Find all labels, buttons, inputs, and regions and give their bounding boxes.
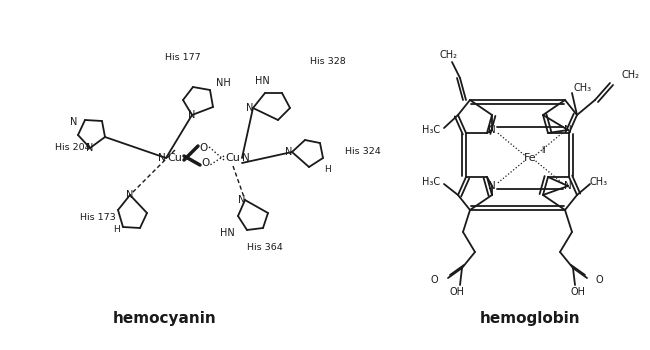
Text: HN: HN	[255, 76, 269, 86]
Text: HN: HN	[220, 228, 235, 238]
Text: CH₂: CH₂	[622, 70, 640, 80]
Text: OH: OH	[450, 287, 465, 297]
Text: N: N	[285, 147, 292, 157]
Text: N: N	[126, 190, 134, 200]
Text: O: O	[201, 158, 209, 168]
Text: H: H	[112, 225, 120, 234]
Text: CH₃: CH₃	[573, 83, 591, 93]
Text: CH₃: CH₃	[590, 177, 608, 187]
Text: hemoglobin: hemoglobin	[480, 310, 580, 326]
Text: OH: OH	[571, 287, 586, 297]
Text: N: N	[488, 125, 496, 135]
Text: N: N	[564, 181, 572, 191]
Text: NH: NH	[216, 78, 231, 88]
Text: His 173: His 173	[80, 214, 116, 223]
Text: N: N	[564, 125, 572, 135]
Text: His 364: His 364	[247, 244, 283, 252]
Text: N: N	[158, 153, 166, 163]
Text: His 328: His 328	[310, 57, 346, 66]
Text: N: N	[242, 153, 250, 163]
Text: O: O	[430, 275, 438, 285]
Text: N: N	[238, 195, 245, 205]
Text: N: N	[246, 103, 253, 113]
Text: N: N	[188, 110, 196, 120]
Text: O: O	[199, 143, 207, 153]
Text: N: N	[86, 143, 94, 153]
Text: CH₂: CH₂	[439, 50, 457, 60]
Text: Cu: Cu	[226, 153, 240, 163]
Text: H: H	[324, 166, 331, 175]
Text: Fe: Fe	[524, 153, 536, 163]
Text: H₃C: H₃C	[422, 125, 440, 135]
Text: His 324: His 324	[345, 147, 381, 156]
Text: hemocyanin: hemocyanin	[113, 310, 217, 326]
Text: Cu: Cu	[168, 153, 183, 163]
Text: II: II	[541, 146, 545, 155]
Text: His 204: His 204	[55, 144, 90, 153]
Text: N: N	[70, 117, 77, 127]
Text: H₃C: H₃C	[422, 177, 440, 187]
Text: His 177: His 177	[165, 54, 201, 63]
Text: O: O	[595, 275, 603, 285]
Text: N: N	[488, 181, 496, 191]
